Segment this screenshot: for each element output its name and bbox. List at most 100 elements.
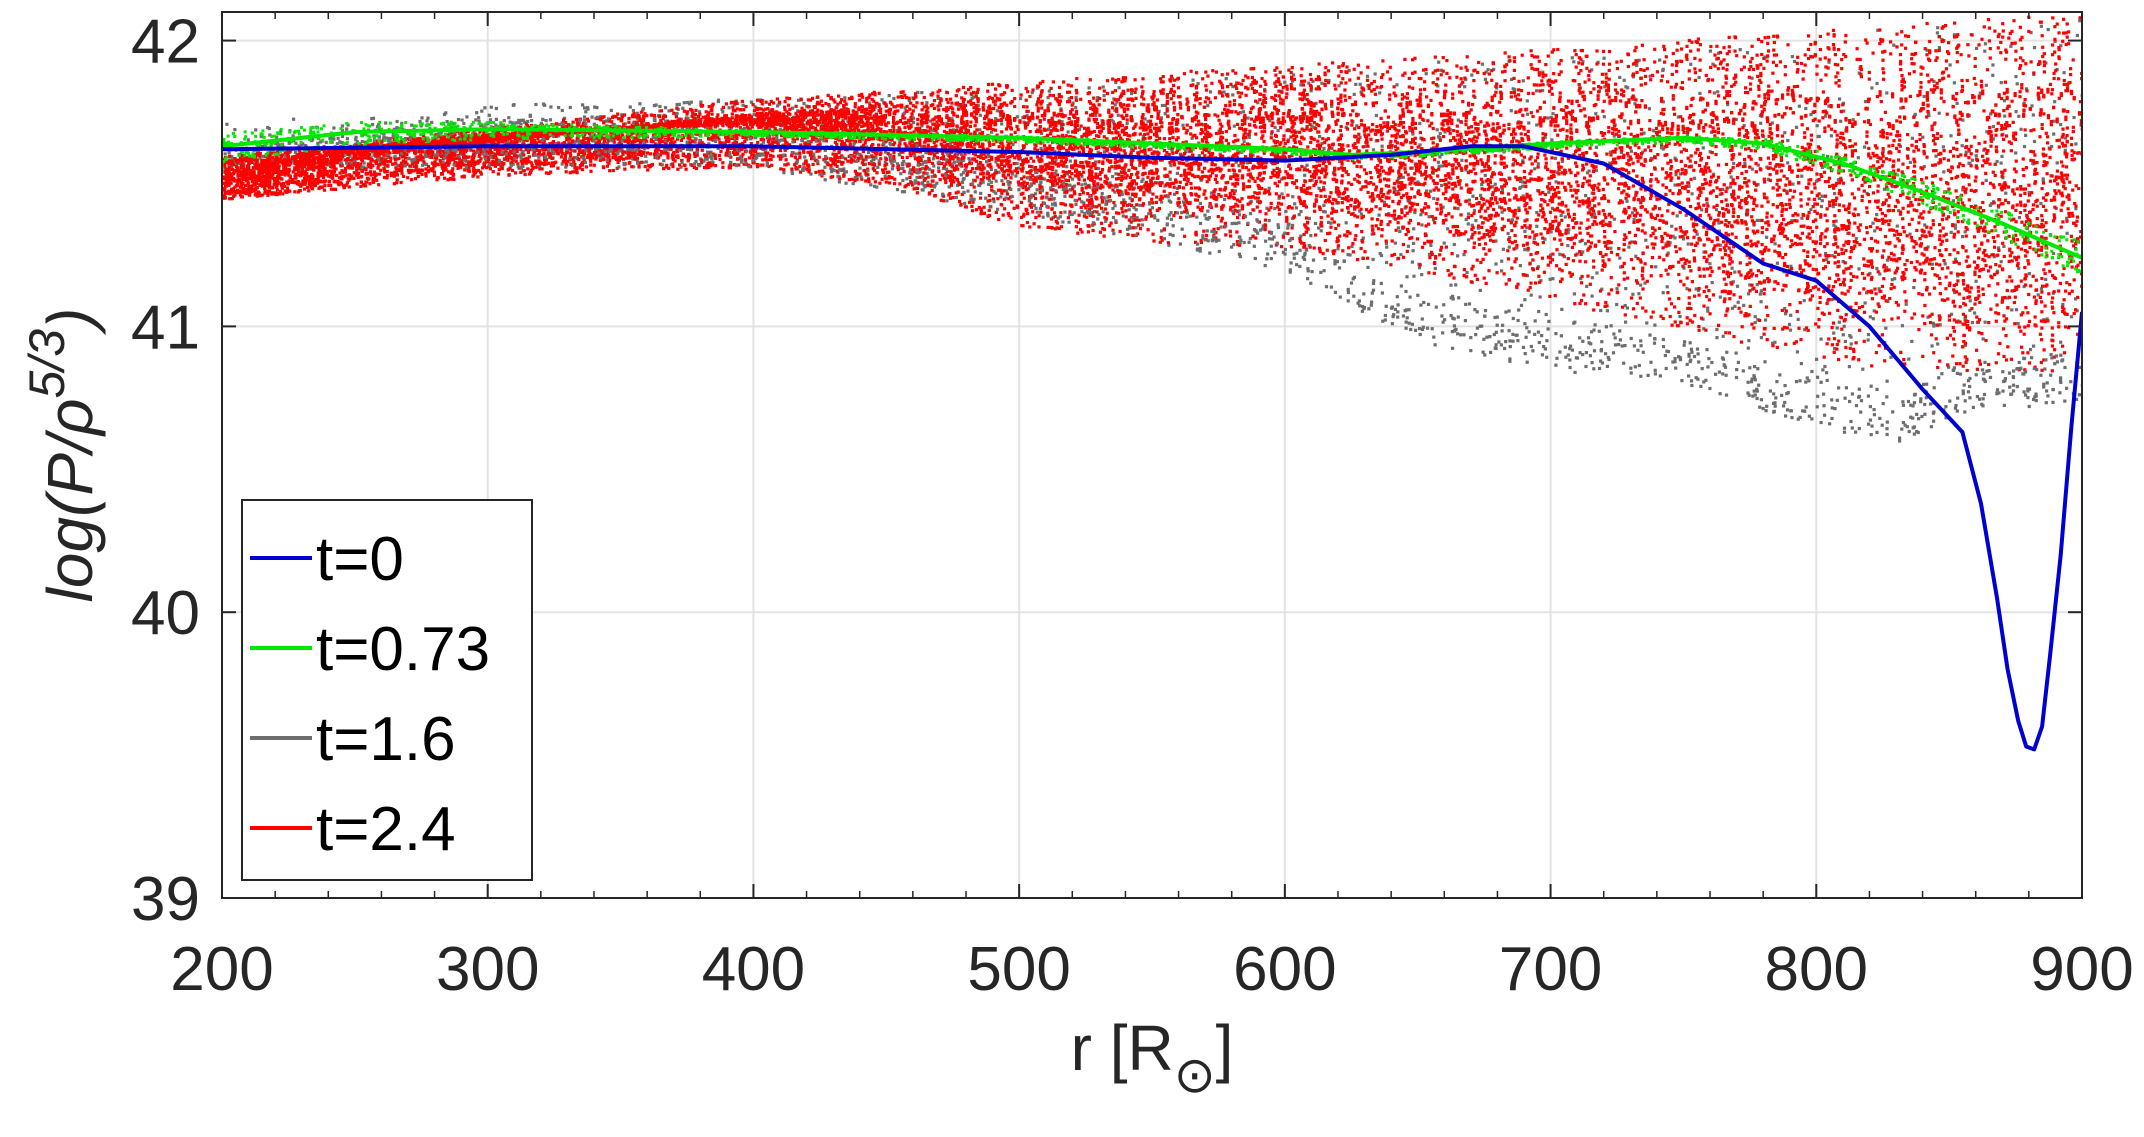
data-point xyxy=(1491,126,1495,130)
data-point xyxy=(713,125,717,129)
data-point xyxy=(635,111,639,115)
data-point xyxy=(1242,140,1246,144)
data-point xyxy=(1423,241,1427,245)
data-point xyxy=(1591,118,1595,122)
data-point xyxy=(1200,170,1205,174)
data-point xyxy=(1464,115,1468,119)
data-point xyxy=(974,120,978,124)
data-point xyxy=(318,140,322,144)
data-point xyxy=(1038,127,1042,131)
data-point xyxy=(1220,207,1224,211)
data-point xyxy=(1132,216,1136,220)
data-point xyxy=(1162,149,1167,153)
data-point xyxy=(1998,198,2002,202)
data-point xyxy=(573,140,577,144)
data-point xyxy=(1141,134,1145,139)
data-point xyxy=(951,162,955,166)
data-point xyxy=(766,140,770,144)
data-point xyxy=(1093,120,1097,124)
data-point xyxy=(1433,266,1437,271)
data-point xyxy=(706,161,710,165)
data-point xyxy=(1755,53,1759,57)
data-point xyxy=(2010,289,2014,293)
data-point xyxy=(611,156,615,160)
data-point xyxy=(557,149,561,153)
data-point xyxy=(1625,199,1629,203)
data-point xyxy=(741,103,745,107)
data-point xyxy=(1038,81,1042,85)
data-point xyxy=(1876,205,1880,209)
data-point xyxy=(1627,98,1631,102)
data-point xyxy=(494,123,498,127)
data-point xyxy=(475,111,479,115)
data-point xyxy=(1537,213,1541,217)
data-point xyxy=(2040,326,2044,330)
data-point xyxy=(1606,182,1610,186)
data-point xyxy=(1346,252,1350,257)
data-point xyxy=(1598,289,1603,293)
data-point xyxy=(1822,392,1826,396)
data-point xyxy=(1823,364,1827,369)
data-point xyxy=(554,134,558,138)
data-point xyxy=(1057,177,1061,181)
data-point xyxy=(329,175,333,179)
data-point xyxy=(1385,260,1389,265)
data-point xyxy=(1706,166,1711,170)
data-point xyxy=(994,179,998,183)
data-point xyxy=(1602,115,1606,119)
data-point xyxy=(1540,198,1544,202)
data-point xyxy=(1057,92,1061,97)
data-point xyxy=(756,140,760,145)
data-point xyxy=(716,99,720,104)
data-point xyxy=(1303,180,1307,184)
data-point xyxy=(1588,146,1592,150)
data-point xyxy=(1448,128,1452,132)
data-point xyxy=(1597,85,1601,89)
data-point xyxy=(1991,125,1995,129)
data-point xyxy=(2031,161,2035,165)
data-point xyxy=(1729,185,1733,189)
data-point xyxy=(987,182,991,186)
data-point xyxy=(360,140,364,144)
data-point xyxy=(1232,99,1237,103)
data-point xyxy=(1869,433,1873,437)
data-point xyxy=(990,188,994,192)
data-point xyxy=(1125,121,1129,126)
data-point xyxy=(1182,210,1187,214)
data-point xyxy=(1453,193,1457,197)
data-point xyxy=(1631,307,1636,311)
data-point xyxy=(1609,288,1614,292)
data-point xyxy=(720,107,724,111)
data-point xyxy=(1913,265,1917,270)
data-point xyxy=(247,184,252,188)
data-point xyxy=(474,118,478,122)
data-point xyxy=(990,130,994,134)
data-point xyxy=(1732,161,1736,166)
data-point xyxy=(1648,74,1652,78)
data-point xyxy=(1587,129,1591,133)
data-point xyxy=(1039,146,1043,151)
data-point xyxy=(1942,170,1946,174)
data-point xyxy=(1396,226,1400,230)
data-point xyxy=(1851,118,1855,122)
data-point xyxy=(2027,292,2031,297)
data-point xyxy=(1401,143,1405,147)
data-point xyxy=(1645,321,1649,325)
data-point xyxy=(1696,288,1701,293)
data-point xyxy=(1722,270,1726,274)
data-point xyxy=(1122,201,1126,205)
data-point xyxy=(1730,266,1734,270)
data-point xyxy=(1974,154,1978,158)
data-point xyxy=(575,171,579,175)
data-point xyxy=(890,167,894,171)
data-point xyxy=(1661,147,1665,151)
data-point xyxy=(1160,238,1164,242)
data-point xyxy=(2025,250,2029,254)
data-point xyxy=(2032,247,2036,251)
data-point xyxy=(1790,88,1794,92)
data-point xyxy=(558,122,562,126)
data-point xyxy=(1841,280,1845,285)
data-point xyxy=(1092,210,1096,214)
data-point xyxy=(957,181,961,185)
data-point xyxy=(1283,252,1287,256)
